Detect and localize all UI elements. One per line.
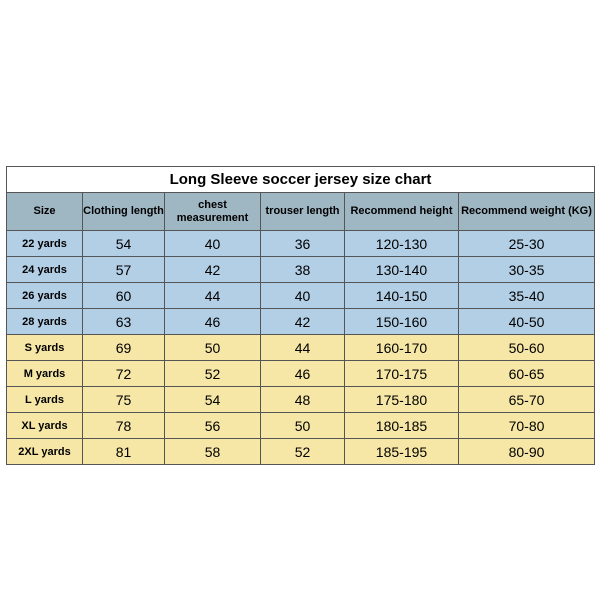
cell: 57 <box>83 257 165 283</box>
cell: 40-50 <box>459 309 595 335</box>
cell: 78 <box>83 413 165 439</box>
cell: 65-70 <box>459 387 595 413</box>
table-row: 2XL yards 81 58 52 185-195 80-90 <box>7 439 595 465</box>
table-row: 24 yards 57 42 38 130-140 30-35 <box>7 257 595 283</box>
cell: 72 <box>83 361 165 387</box>
title-row: Long Sleeve soccer jersey size chart <box>7 167 595 193</box>
cell: 81 <box>83 439 165 465</box>
cell: 50 <box>261 413 345 439</box>
cell: 63 <box>83 309 165 335</box>
cell: 40 <box>165 231 261 257</box>
cell: 120-130 <box>345 231 459 257</box>
cell-size: 2XL yards <box>7 439 83 465</box>
cell-size: S yards <box>7 335 83 361</box>
cell: 38 <box>261 257 345 283</box>
cell: 180-185 <box>345 413 459 439</box>
cell: 52 <box>261 439 345 465</box>
table-row: XL yards 78 56 50 180-185 70-80 <box>7 413 595 439</box>
cell: 75 <box>83 387 165 413</box>
col-size: Size <box>7 193 83 231</box>
cell: 56 <box>165 413 261 439</box>
cell: 50-60 <box>459 335 595 361</box>
col-trouser-length: trouser length <box>261 193 345 231</box>
cell: 40 <box>261 283 345 309</box>
cell: 185-195 <box>345 439 459 465</box>
table-row: S yards 69 50 44 160-170 50-60 <box>7 335 595 361</box>
header-row: Size Clothing length chest measurement t… <box>7 193 595 231</box>
cell: 70-80 <box>459 413 595 439</box>
cell: 80-90 <box>459 439 595 465</box>
cell: 52 <box>165 361 261 387</box>
cell-size: 28 yards <box>7 309 83 335</box>
table-row: M yards 72 52 46 170-175 60-65 <box>7 361 595 387</box>
cell: 48 <box>261 387 345 413</box>
col-clothing-length: Clothing length <box>83 193 165 231</box>
cell-size: 24 yards <box>7 257 83 283</box>
cell: 42 <box>261 309 345 335</box>
cell: 46 <box>261 361 345 387</box>
col-chest: chest measurement <box>165 193 261 231</box>
cell: 36 <box>261 231 345 257</box>
table-row: 26 yards 60 44 40 140-150 35-40 <box>7 283 595 309</box>
cell: 69 <box>83 335 165 361</box>
table-row: 28 yards 63 46 42 150-160 40-50 <box>7 309 595 335</box>
cell: 25-30 <box>459 231 595 257</box>
cell: 54 <box>165 387 261 413</box>
cell: 42 <box>165 257 261 283</box>
chart-title: Long Sleeve soccer jersey size chart <box>7 167 595 193</box>
cell-size: L yards <box>7 387 83 413</box>
cell-size: 26 yards <box>7 283 83 309</box>
cell: 44 <box>165 283 261 309</box>
cell-size: XL yards <box>7 413 83 439</box>
cell: 160-170 <box>345 335 459 361</box>
cell: 54 <box>83 231 165 257</box>
cell: 35-40 <box>459 283 595 309</box>
size-chart-table: Long Sleeve soccer jersey size chart Siz… <box>6 166 595 465</box>
cell: 44 <box>261 335 345 361</box>
col-rec-height: Recommend height <box>345 193 459 231</box>
cell: 130-140 <box>345 257 459 283</box>
table-row: L yards 75 54 48 175-180 65-70 <box>7 387 595 413</box>
cell: 50 <box>165 335 261 361</box>
cell: 30-35 <box>459 257 595 283</box>
cell: 140-150 <box>345 283 459 309</box>
cell: 150-160 <box>345 309 459 335</box>
cell: 175-180 <box>345 387 459 413</box>
cell: 46 <box>165 309 261 335</box>
col-rec-weight: Recommend weight (KG) <box>459 193 595 231</box>
table-row: 22 yards 54 40 36 120-130 25-30 <box>7 231 595 257</box>
cell: 60 <box>83 283 165 309</box>
cell: 58 <box>165 439 261 465</box>
cell: 60-65 <box>459 361 595 387</box>
cell-size: M yards <box>7 361 83 387</box>
cell-size: 22 yards <box>7 231 83 257</box>
cell: 170-175 <box>345 361 459 387</box>
